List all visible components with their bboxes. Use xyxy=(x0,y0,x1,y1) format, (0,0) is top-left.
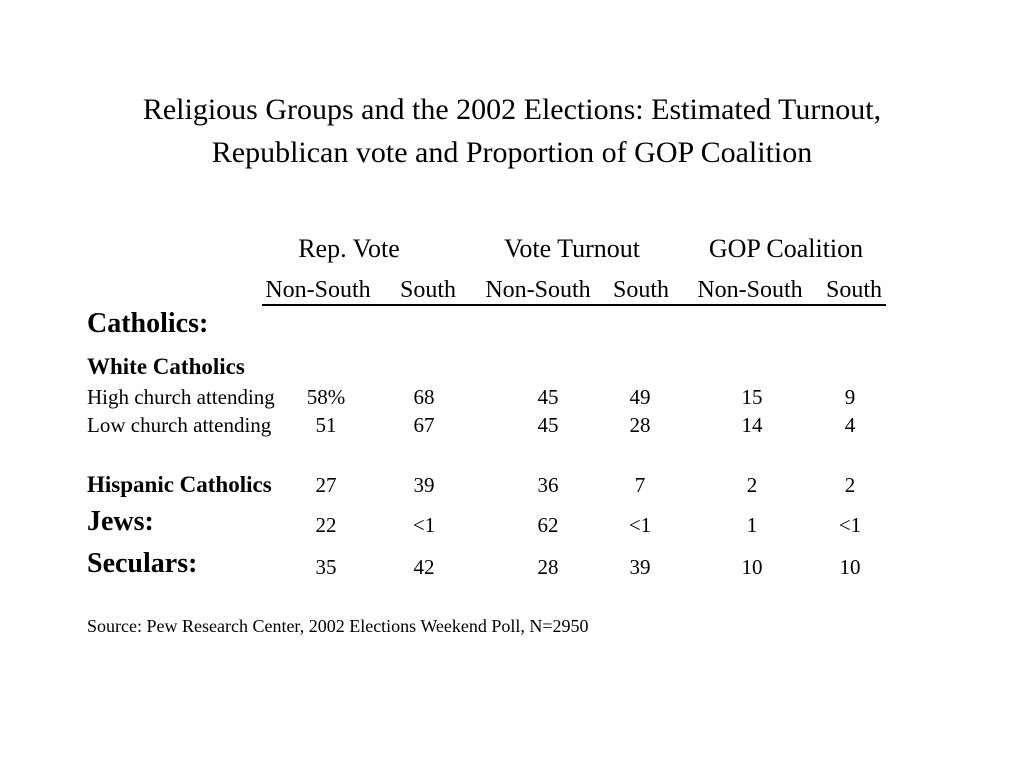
row-label: Catholics: xyxy=(87,308,209,339)
table-row: Low church attending 51 67 45 28 14 4 xyxy=(87,400,902,436)
cell-value: 28 xyxy=(537,555,559,579)
cell-value: 7 xyxy=(634,473,646,497)
cell-value: 45 xyxy=(537,385,559,409)
cell-value: 49 xyxy=(629,385,651,409)
cell-value: 39 xyxy=(629,555,651,579)
cell-value: 68 xyxy=(413,385,435,409)
table-row: High church attending 58% 68 45 49 15 9 xyxy=(87,372,902,408)
row-label: Low church attending xyxy=(87,413,272,437)
column-header-south: South xyxy=(825,277,882,303)
row-label: Hispanic Catholics xyxy=(87,472,272,497)
slide-title-line1: Religious Groups and the 2002 Elections:… xyxy=(142,93,882,126)
row-label: White Catholics xyxy=(87,354,245,379)
column-header-non-south: Non-South xyxy=(697,277,803,303)
source-note: Source: Pew Research Center, 2002 Electi… xyxy=(87,616,589,636)
cell-value: <1 xyxy=(628,513,652,537)
column-header-south: South xyxy=(399,277,456,303)
row-label: High church attending xyxy=(87,385,275,409)
table-row: Hispanic Catholics 27 39 36 7 2 2 xyxy=(87,458,902,496)
cell-value: 51 xyxy=(315,413,337,437)
column-group-gop-coalition: GOP Coalition xyxy=(708,234,864,263)
column-header-south: South xyxy=(612,277,669,303)
cell-value: 10 xyxy=(741,555,763,579)
cell-value: 2 xyxy=(746,473,758,497)
cell-value: <1 xyxy=(838,513,862,537)
cell-value: 27 xyxy=(315,473,337,497)
cell-value: 1 xyxy=(746,513,758,537)
cell-value: 14 xyxy=(741,413,763,437)
cell-value: 36 xyxy=(537,473,559,497)
column-group-vote-turnout: Vote Turnout xyxy=(503,234,641,263)
table-group-header-row: Rep. Vote Vote Turnout GOP Coalition xyxy=(87,226,902,262)
header-underline-rule xyxy=(262,304,886,306)
slide-title-line2: Republican vote and Proportion of GOP Co… xyxy=(211,136,813,169)
column-group-rep-vote: Rep. Vote xyxy=(298,234,400,263)
cell-value: 22 xyxy=(315,513,337,537)
cell-value: 4 xyxy=(844,413,856,437)
cell-value: 62 xyxy=(537,513,559,537)
row-label: Seculars: xyxy=(87,548,198,579)
cell-value: 45 xyxy=(537,413,559,437)
table-sub-header-row: Non-South South Non-South South Non-Sout… xyxy=(87,266,902,306)
column-header-non-south: Non-South xyxy=(265,277,371,303)
cell-value: 15 xyxy=(741,385,763,409)
row-label: Jews: xyxy=(87,506,154,537)
table-row: Seculars: 35 42 28 39 10 10 xyxy=(87,538,902,578)
cell-value: 9 xyxy=(844,385,856,409)
cell-value: 42 xyxy=(413,555,435,579)
cell-value: 28 xyxy=(629,413,651,437)
cell-value: 2 xyxy=(844,473,856,497)
table-row: Jews: 22 <1 62 <1 1 <1 xyxy=(87,498,902,536)
cell-value: 67 xyxy=(413,413,435,437)
cell-value: 35 xyxy=(315,555,337,579)
slide-title: Religious Groups and the 2002 Elections:… xyxy=(0,88,1024,174)
column-header-non-south: Non-South xyxy=(485,277,591,303)
cell-value: 58% xyxy=(306,385,346,409)
cell-value: 10 xyxy=(839,555,861,579)
table-row: Catholics: xyxy=(87,300,902,338)
cell-value: 39 xyxy=(413,473,435,497)
cell-value: <1 xyxy=(412,513,436,537)
table-row: White Catholics xyxy=(87,340,902,378)
